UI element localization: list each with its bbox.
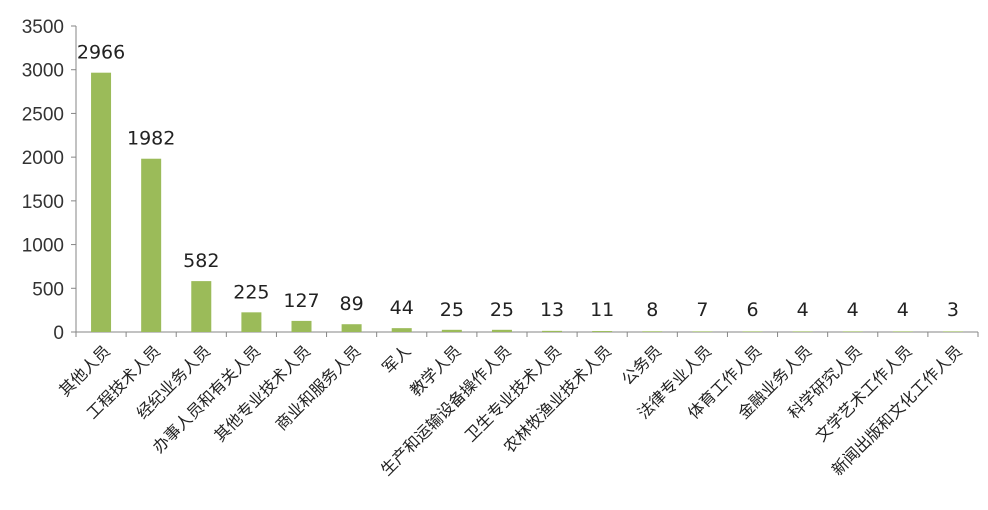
bar — [842, 331, 863, 332]
bar — [742, 331, 763, 332]
y-tick-label: 0 — [53, 323, 64, 344]
bar — [692, 331, 713, 332]
data-label: 127 — [283, 290, 319, 312]
bar — [391, 328, 412, 332]
data-label: 11 — [590, 299, 614, 321]
data-label: 1982 — [127, 128, 175, 150]
bars — [91, 72, 963, 332]
data-label: 4 — [897, 299, 909, 321]
bar — [642, 331, 663, 332]
data-label: 25 — [440, 299, 464, 321]
x-axis — [75, 331, 979, 337]
bar — [441, 329, 462, 332]
bar — [91, 72, 112, 332]
bar — [592, 331, 613, 332]
x-tick-label: 军人 — [378, 341, 414, 377]
data-label: 6 — [746, 299, 758, 321]
data-label: 44 — [390, 297, 414, 319]
y-tick-label: 1500 — [22, 192, 64, 213]
bar — [291, 320, 312, 332]
bar — [542, 330, 563, 332]
bar — [141, 158, 162, 332]
x-tick-label: 公务员 — [618, 341, 665, 388]
y-tick-label: 2000 — [22, 148, 64, 169]
bar — [191, 281, 212, 332]
bar — [241, 312, 262, 332]
bar — [341, 324, 362, 332]
y-tick-label: 3000 — [22, 61, 64, 82]
y-tick-label: 3500 — [22, 17, 64, 38]
data-label: 8 — [646, 299, 658, 321]
bar — [892, 331, 913, 332]
data-label: 7 — [696, 299, 708, 321]
data-label: 582 — [183, 250, 219, 272]
y-tick-label: 1000 — [22, 236, 64, 257]
y-tick-label: 500 — [32, 279, 64, 300]
data-label: 13 — [540, 299, 564, 321]
data-label: 3 — [947, 299, 959, 321]
data-label: 2966 — [77, 42, 125, 64]
data-label: 4 — [847, 299, 859, 321]
data-label: 25 — [490, 299, 514, 321]
y-tick-label: 2500 — [22, 104, 64, 125]
bar — [792, 331, 813, 332]
data-label: 89 — [340, 293, 364, 315]
data-label: 4 — [797, 299, 809, 321]
bar — [942, 331, 963, 332]
bar — [491, 329, 512, 332]
data-label: 225 — [233, 281, 269, 303]
y-axis: 0 500 1000 1500 2000 2500 3000 3500 — [22, 17, 77, 344]
x-tick-labels: 其他人员工程技术人员经纪业务人员办事人员和有关人员其他专业技术人员商业和服务人员… — [55, 341, 966, 479]
